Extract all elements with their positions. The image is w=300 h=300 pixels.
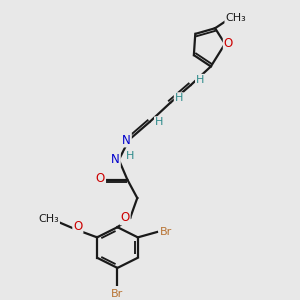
Text: H: H <box>125 152 134 161</box>
Text: Br: Br <box>159 227 172 237</box>
Text: CH₃: CH₃ <box>38 214 59 224</box>
Text: N: N <box>122 134 131 146</box>
Text: CH₃: CH₃ <box>225 13 246 23</box>
Text: O: O <box>121 211 130 224</box>
Text: O: O <box>224 37 233 50</box>
Text: Br: Br <box>111 289 124 299</box>
Text: H: H <box>155 117 163 127</box>
Text: O: O <box>73 220 83 233</box>
Text: O: O <box>96 172 105 185</box>
Text: H: H <box>196 75 204 85</box>
Text: H: H <box>175 93 183 103</box>
Text: N: N <box>111 153 120 166</box>
